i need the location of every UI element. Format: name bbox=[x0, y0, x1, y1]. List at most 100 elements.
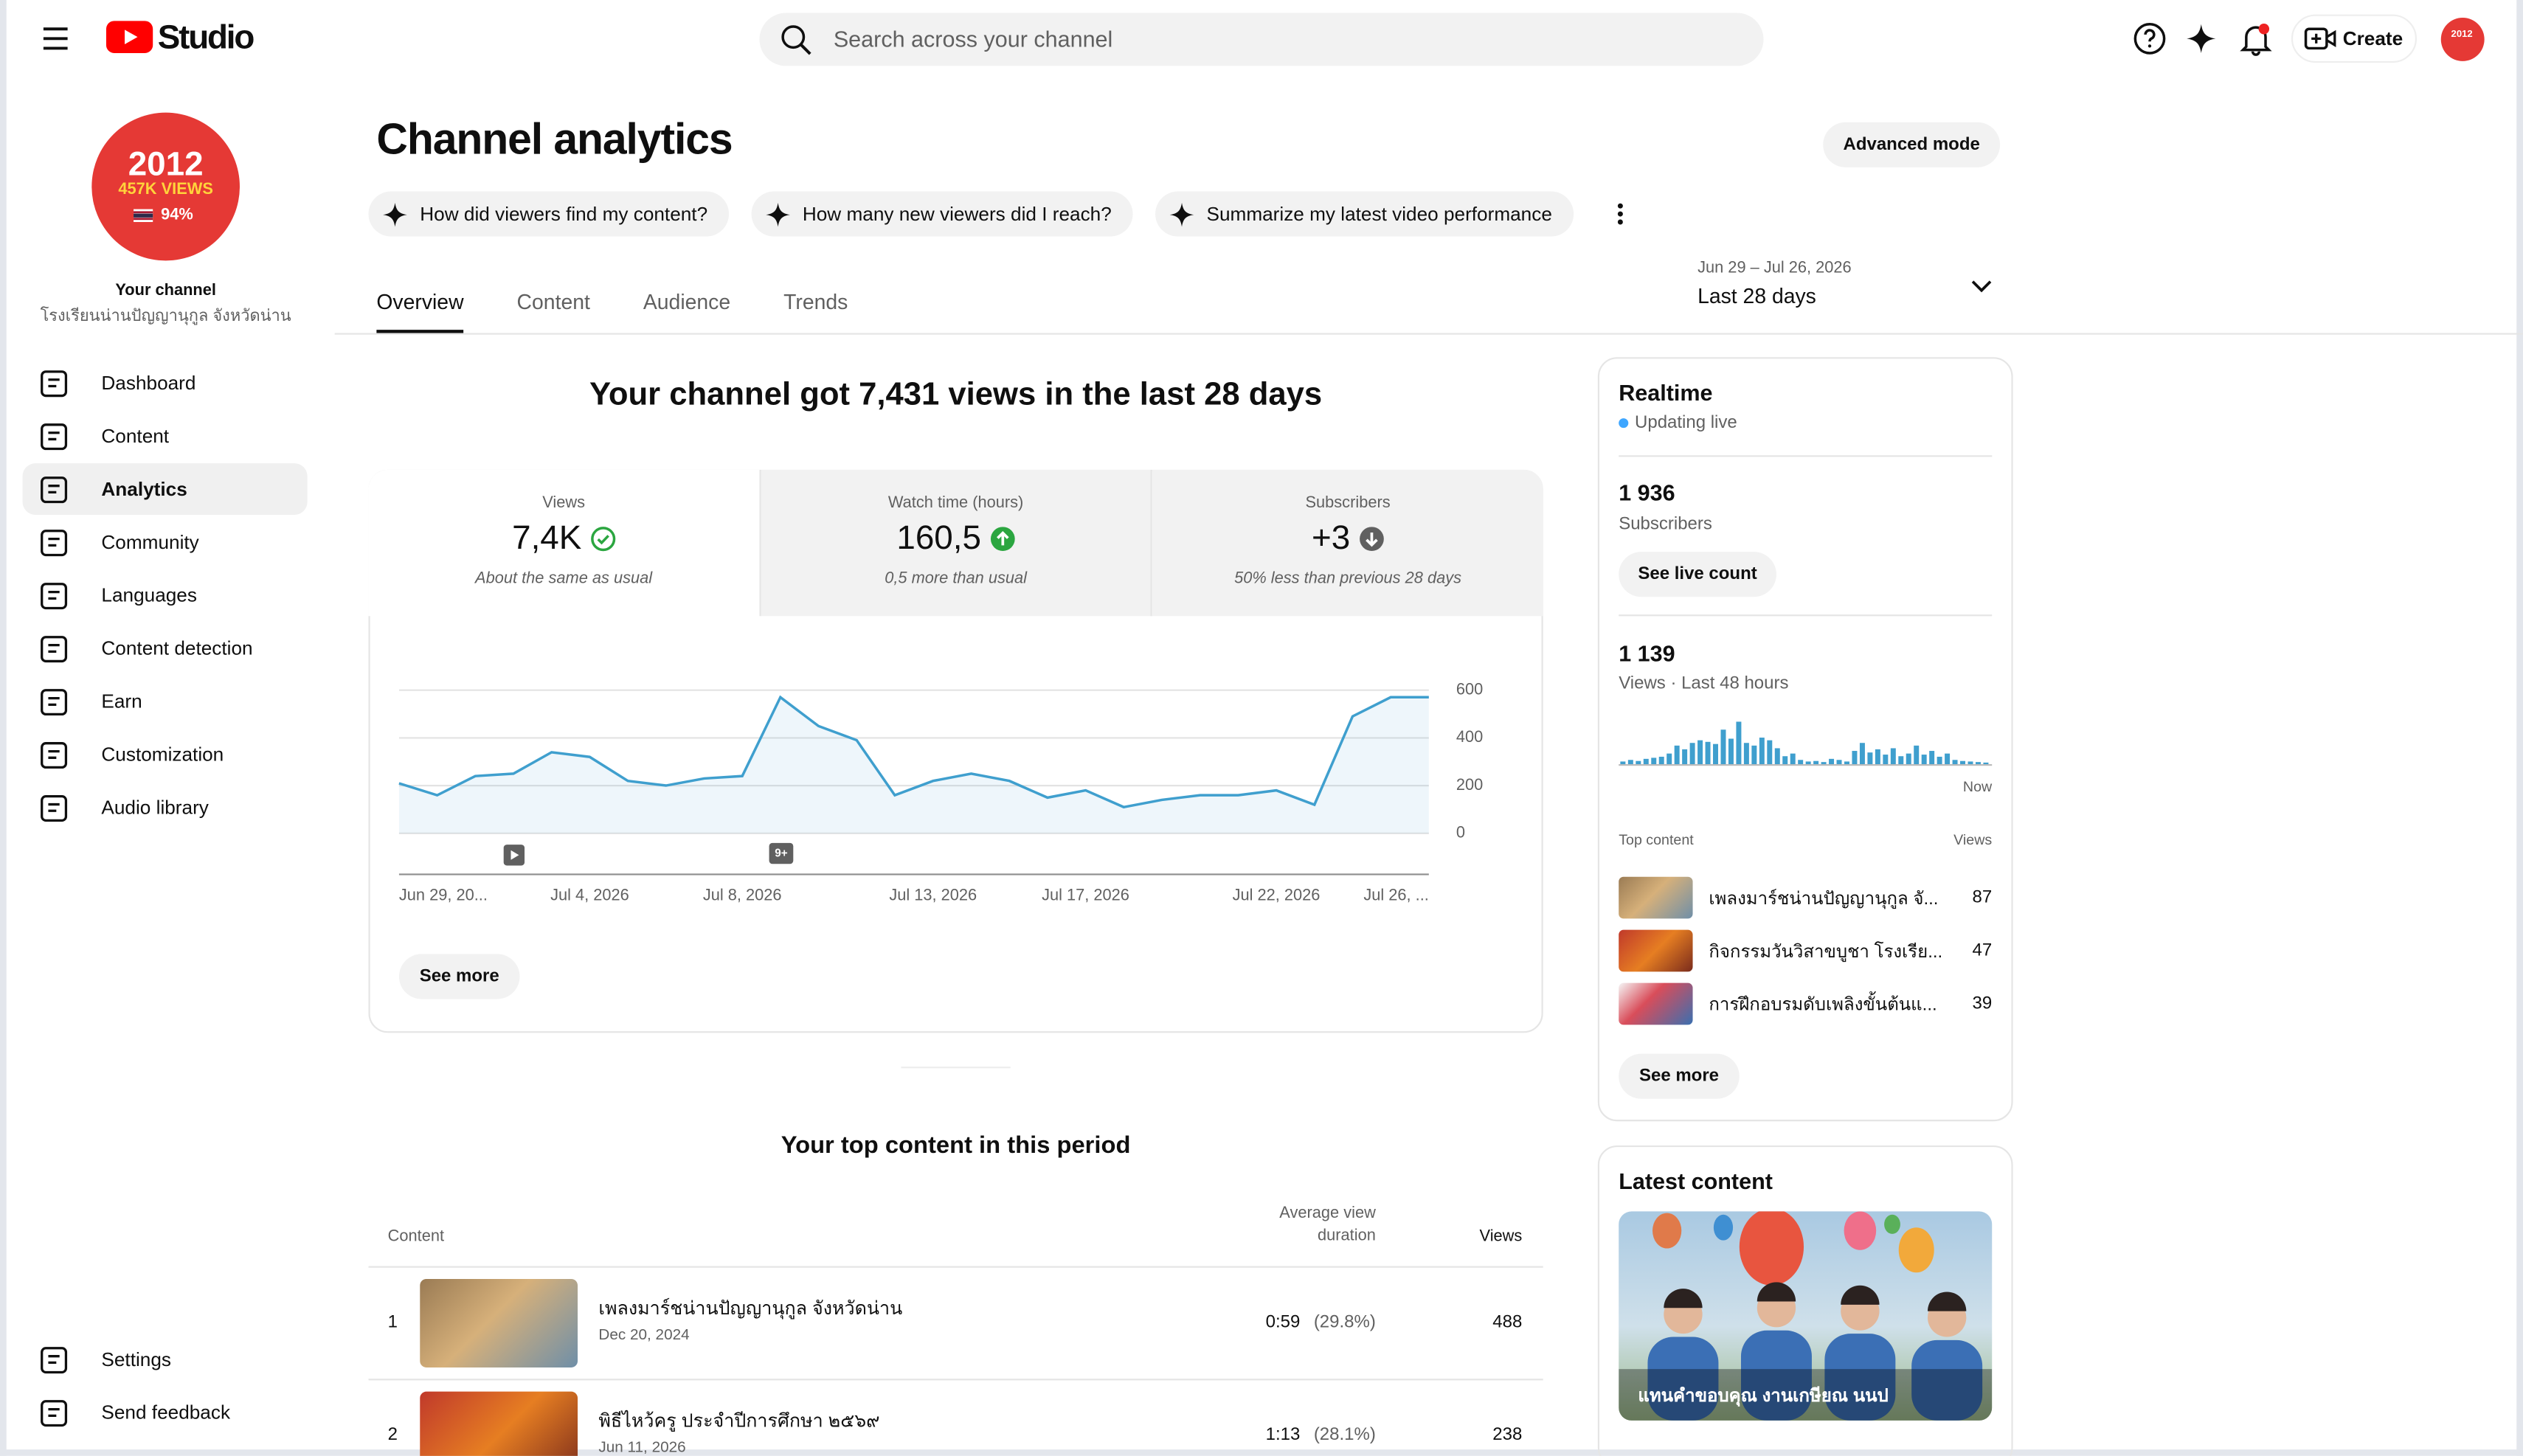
nav-item[interactable]: Earn bbox=[101, 690, 142, 713]
icon-shape[interactable] bbox=[1617, 211, 1622, 217]
icon-shape[interactable] bbox=[41, 795, 68, 822]
nav-item[interactable]: Settings bbox=[101, 1348, 171, 1371]
nav-icon[interactable] bbox=[41, 476, 68, 504]
account-avatar[interactable] bbox=[2440, 17, 2485, 61]
icon-shape[interactable] bbox=[41, 689, 68, 716]
prompt-text[interactable]: How did viewers find my content? bbox=[420, 202, 708, 226]
nav-icon[interactable] bbox=[41, 794, 68, 822]
period-dropdown-icon[interactable] bbox=[1971, 280, 1992, 293]
menu-icon[interactable] bbox=[42, 27, 69, 50]
icon-shape[interactable] bbox=[383, 201, 407, 226]
nav-icon[interactable] bbox=[41, 370, 68, 398]
content-thumbnail[interactable] bbox=[1619, 982, 1693, 1025]
metric-tab[interactable]: Views 7,4K About the same as usual bbox=[368, 469, 761, 617]
sparkle-icon[interactable] bbox=[765, 201, 790, 226]
content-title[interactable]: เพลงมาร์ชน่านปัญญานุกูล จั... bbox=[1709, 890, 1939, 909]
search-icon[interactable] bbox=[781, 24, 813, 57]
row-thumbnail[interactable] bbox=[420, 1278, 578, 1367]
nav-item[interactable]: Dashboard bbox=[101, 371, 196, 395]
metric-label[interactable]: Subscribers bbox=[1305, 494, 1391, 513]
account-avatar-text[interactable]: 2012 bbox=[2451, 30, 2473, 41]
icon-shape[interactable] bbox=[996, 530, 1008, 546]
tab[interactable]: Trends bbox=[783, 289, 848, 314]
nav-icon[interactable] bbox=[41, 636, 68, 663]
metric-note[interactable]: 50% less than previous 28 days bbox=[1234, 570, 1462, 589]
youtube-logo[interactable] bbox=[105, 21, 154, 55]
create-button[interactable] bbox=[2291, 14, 2418, 63]
nav-icon[interactable] bbox=[41, 741, 68, 769]
nav-item[interactable]: Audio library bbox=[101, 796, 209, 819]
nav-icon[interactable] bbox=[41, 423, 68, 451]
row-title[interactable]: เพลงมาร์ชน่านปัญญานุกูล จังหวัดน่าน bbox=[598, 1300, 903, 1320]
prompt-text[interactable]: How many new viewers did I reach? bbox=[802, 202, 1112, 226]
icon-shape[interactable] bbox=[41, 1347, 68, 1374]
nav-item[interactable]: Community bbox=[101, 530, 199, 554]
create-icon[interactable] bbox=[2304, 27, 2336, 50]
trend-icon[interactable] bbox=[989, 526, 1015, 552]
nav-item[interactable]: Content bbox=[101, 424, 170, 448]
nav-icon[interactable] bbox=[41, 689, 68, 716]
metric-value[interactable]: +3 bbox=[1312, 519, 1351, 557]
prompt-chip[interactable]: How many new viewers did I reach? bbox=[751, 191, 1133, 237]
content-thumbnail[interactable] bbox=[1619, 929, 1693, 972]
nav-icon[interactable] bbox=[41, 1347, 68, 1374]
date-range[interactable]: Jun 29 – Jul 26, 2026 bbox=[1697, 260, 1852, 278]
content-title[interactable]: การฝึกอบรมดับเพลิงขั้นต้นแ... bbox=[1709, 996, 1937, 1016]
tab[interactable]: Audience bbox=[643, 289, 731, 314]
search-bar[interactable] bbox=[759, 13, 1764, 66]
latest-thumbnail[interactable] bbox=[1619, 1211, 1993, 1421]
metric-tab[interactable]: Subscribers +3 50% less than previous 28 d… bbox=[1152, 469, 1543, 617]
period[interactable]: Last 28 days bbox=[1697, 283, 1816, 308]
search-placeholder[interactable]: Search across your channel bbox=[833, 25, 1113, 52]
row-title[interactable]: พิธีไหว้ครู ประจำปีการศึกษา ๒๕๖๙ bbox=[598, 1412, 880, 1432]
tab[interactable]: Content bbox=[516, 289, 590, 314]
icon-shape[interactable] bbox=[41, 370, 68, 398]
nav-icon[interactable] bbox=[41, 530, 68, 557]
metric-value-row[interactable]: +3 bbox=[1312, 520, 1384, 558]
icon-shape[interactable] bbox=[1617, 203, 1622, 209]
nav-item[interactable]: Customization bbox=[101, 743, 224, 766]
prompt-chip[interactable]: How did viewers find my content? bbox=[368, 191, 729, 237]
icon-shape[interactable] bbox=[48, 431, 60, 441]
help-icon[interactable] bbox=[2133, 22, 2166, 55]
nav-icon[interactable] bbox=[41, 583, 68, 610]
prompt-text[interactable]: Summarize my latest video performance bbox=[1206, 202, 1552, 226]
channel-avatar[interactable] bbox=[91, 112, 240, 261]
event-badge[interactable]: 9+ bbox=[775, 847, 788, 859]
icon-shape[interactable] bbox=[1617, 219, 1622, 225]
metric-label[interactable]: Views bbox=[542, 494, 586, 513]
icon-shape[interactable] bbox=[48, 1355, 60, 1365]
event-badge-bg[interactable] bbox=[769, 842, 794, 864]
content-title[interactable]: กิจกรรมวันวิสาขบูชา โรงเรีย... bbox=[1709, 943, 1943, 963]
icon-shape[interactable] bbox=[41, 742, 68, 769]
icon-shape[interactable] bbox=[41, 423, 68, 451]
trend-icon[interactable] bbox=[589, 526, 615, 552]
ai-icon[interactable] bbox=[2187, 24, 2216, 53]
icon-shape[interactable] bbox=[765, 201, 790, 226]
see-more-button[interactable]: See more bbox=[1619, 1053, 1740, 1099]
icon-shape[interactable] bbox=[48, 643, 60, 653]
metric-note[interactable]: 0,5 more than usual bbox=[885, 570, 1027, 589]
see-more-button[interactable]: See more bbox=[398, 954, 520, 999]
metric-value[interactable]: 7,4K bbox=[512, 519, 582, 557]
nav-item[interactable]: Analytics bbox=[101, 477, 187, 501]
prompt-chip[interactable]: Summarize my latest video performance bbox=[1155, 191, 1574, 237]
icon-shape[interactable] bbox=[1169, 201, 1194, 226]
icon-shape[interactable] bbox=[48, 538, 60, 547]
icon-shape[interactable] bbox=[48, 696, 60, 706]
metric-value-row[interactable]: 160,5 bbox=[896, 520, 1014, 558]
create-label[interactable]: Create bbox=[2342, 27, 2403, 50]
icon-shape[interactable] bbox=[596, 535, 609, 545]
icon-shape[interactable] bbox=[41, 583, 68, 610]
live-count-button[interactable]: See live count bbox=[1619, 552, 1776, 597]
metric-label[interactable]: Watch time (hours) bbox=[887, 494, 1024, 513]
icon-shape[interactable] bbox=[590, 527, 615, 552]
more-icon[interactable] bbox=[1612, 201, 1628, 227]
icon-shape[interactable] bbox=[48, 749, 60, 759]
latest-caption[interactable]: แทนคำขอบคุณ งานเกษียณ นนป bbox=[1638, 1387, 1889, 1407]
nav-active-bg[interactable] bbox=[22, 463, 308, 515]
advanced-mode-button[interactable]: Advanced mode bbox=[1823, 122, 2001, 167]
content-thumbnail[interactable] bbox=[1619, 876, 1693, 919]
sparkle-icon[interactable] bbox=[1169, 201, 1194, 226]
icon-shape[interactable] bbox=[48, 1408, 60, 1418]
